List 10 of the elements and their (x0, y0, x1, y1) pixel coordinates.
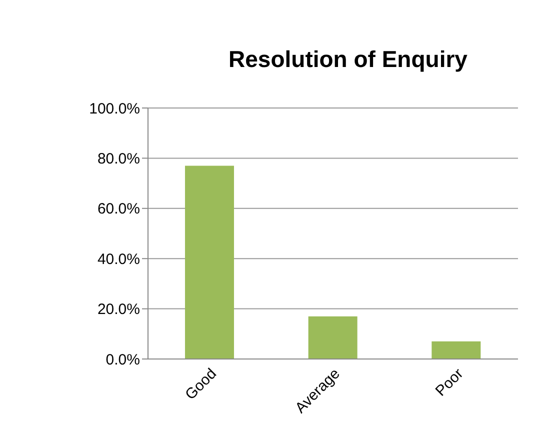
bar (432, 341, 481, 359)
y-tick-label: 100.0% (89, 100, 140, 118)
y-tick-label: 20.0% (97, 301, 140, 318)
y-tick-label: 80.0% (97, 150, 140, 168)
y-tick-label: 40.0% (97, 250, 140, 268)
y-tick-label: 60.0% (97, 200, 140, 218)
chart-title: Resolution of Enquiry (228, 46, 468, 73)
bar (308, 316, 358, 359)
bar (185, 166, 234, 359)
y-tick-label: 0.0% (106, 351, 140, 368)
